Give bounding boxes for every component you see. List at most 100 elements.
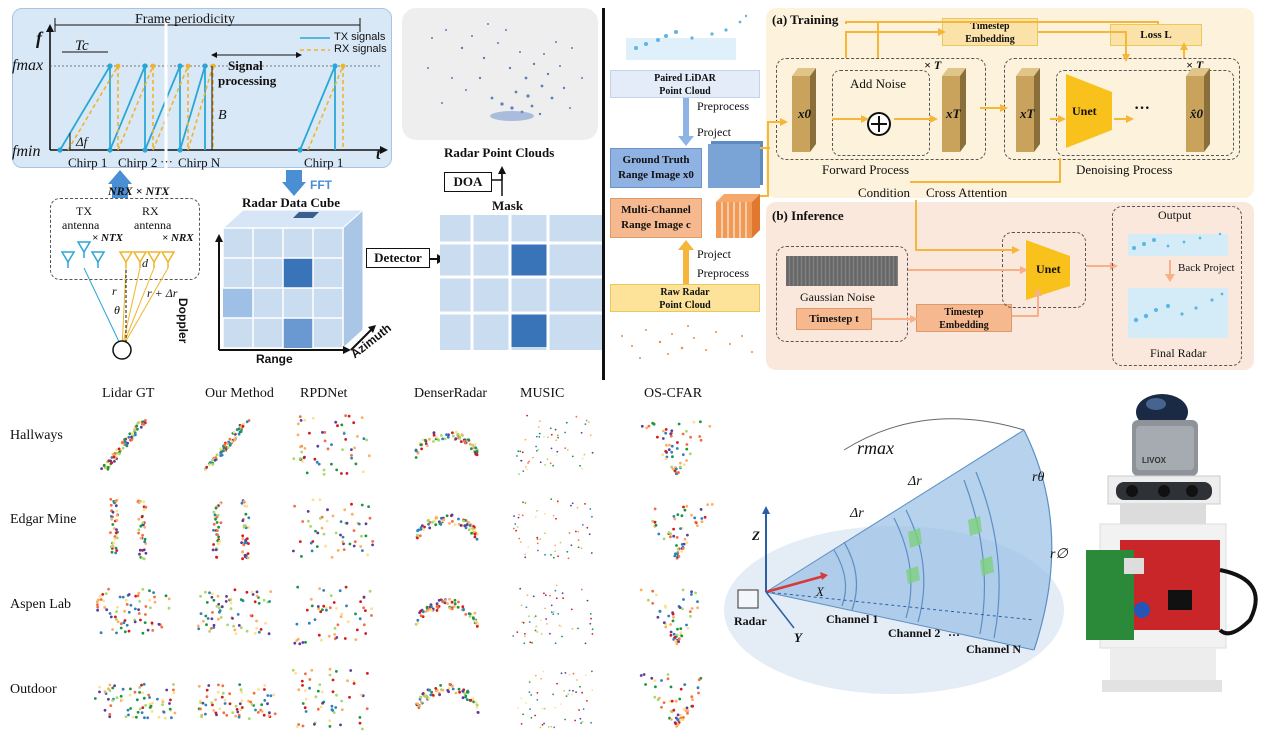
signal-processing-1: Signal bbox=[228, 58, 263, 73]
point bbox=[121, 446, 125, 450]
point bbox=[117, 447, 121, 451]
point bbox=[156, 697, 159, 701]
point bbox=[268, 600, 271, 603]
point bbox=[522, 470, 525, 472]
point bbox=[330, 555, 334, 559]
point bbox=[414, 449, 418, 453]
point bbox=[431, 520, 434, 524]
point bbox=[237, 624, 241, 627]
raw-radar-cloud bbox=[621, 325, 753, 359]
point bbox=[680, 634, 684, 638]
chirp2-label: Chirp 2 bbox=[118, 155, 158, 170]
channel2-label: Channel 2 bbox=[888, 626, 941, 640]
point bbox=[344, 438, 348, 441]
point bbox=[512, 527, 515, 530]
point bbox=[324, 606, 328, 610]
point bbox=[588, 533, 591, 536]
point bbox=[523, 642, 526, 645]
point bbox=[138, 552, 141, 556]
comparison-thumbnail bbox=[93, 682, 177, 720]
point bbox=[219, 502, 222, 505]
point bbox=[674, 552, 677, 556]
point bbox=[311, 416, 315, 420]
delta-r-1: Δr bbox=[908, 474, 922, 489]
point bbox=[115, 509, 119, 513]
point bbox=[654, 685, 657, 689]
point bbox=[539, 538, 542, 541]
point bbox=[137, 531, 140, 535]
point bbox=[565, 695, 568, 697]
point bbox=[296, 422, 300, 426]
point bbox=[348, 542, 352, 546]
point bbox=[475, 625, 479, 628]
point bbox=[591, 670, 593, 673]
output-cloud bbox=[1128, 232, 1228, 256]
unet-inference-label: Unet bbox=[1036, 262, 1061, 276]
point bbox=[674, 699, 678, 703]
point bbox=[535, 450, 538, 452]
point bbox=[142, 500, 146, 504]
point bbox=[669, 434, 673, 438]
point bbox=[111, 523, 115, 526]
point bbox=[123, 440, 127, 444]
livox-label: LIVOX bbox=[1142, 456, 1167, 465]
point bbox=[539, 461, 542, 464]
back-project-label: Back Project bbox=[1178, 262, 1235, 274]
r-dr-label: r + Δr bbox=[147, 286, 178, 300]
point bbox=[563, 689, 565, 692]
point bbox=[458, 690, 461, 694]
point bbox=[679, 527, 682, 530]
point bbox=[469, 698, 473, 702]
point bbox=[144, 613, 147, 616]
point bbox=[550, 447, 553, 450]
point bbox=[296, 433, 300, 437]
point bbox=[138, 600, 141, 603]
point bbox=[241, 537, 245, 541]
point bbox=[294, 671, 297, 675]
point bbox=[542, 670, 545, 673]
point bbox=[218, 707, 222, 711]
point bbox=[698, 435, 702, 438]
point bbox=[662, 537, 666, 541]
point bbox=[535, 625, 538, 628]
point bbox=[669, 532, 673, 536]
point bbox=[581, 720, 584, 723]
point bbox=[167, 606, 171, 610]
comparison-row-label: Outdoor bbox=[10, 682, 57, 697]
point bbox=[549, 427, 552, 430]
point bbox=[241, 519, 245, 523]
point bbox=[672, 527, 675, 531]
point bbox=[512, 635, 515, 637]
point bbox=[140, 711, 144, 714]
point bbox=[670, 710, 674, 714]
point bbox=[694, 591, 697, 595]
geometry-figure bbox=[724, 418, 1064, 694]
radar-point-clouds-title: Radar Point Clouds bbox=[444, 145, 555, 160]
point bbox=[295, 725, 299, 729]
point bbox=[549, 462, 552, 465]
point bbox=[115, 536, 119, 540]
mask-label: Mask bbox=[492, 198, 524, 213]
tx-mult: × NTX bbox=[92, 232, 124, 244]
point bbox=[318, 498, 322, 502]
point bbox=[304, 672, 307, 676]
point bbox=[656, 615, 660, 619]
point bbox=[672, 708, 676, 712]
point bbox=[133, 620, 137, 624]
point bbox=[462, 608, 465, 612]
point bbox=[259, 628, 263, 631]
point bbox=[143, 716, 146, 720]
point bbox=[439, 684, 442, 687]
point bbox=[212, 528, 215, 532]
point bbox=[690, 607, 694, 610]
point bbox=[524, 502, 527, 504]
comparison-thumbnail bbox=[512, 584, 594, 645]
point bbox=[123, 609, 126, 613]
point bbox=[653, 520, 657, 524]
point bbox=[699, 420, 702, 424]
point bbox=[316, 444, 320, 448]
point bbox=[666, 673, 670, 676]
point bbox=[446, 689, 450, 692]
point bbox=[686, 533, 689, 537]
point bbox=[526, 468, 528, 471]
